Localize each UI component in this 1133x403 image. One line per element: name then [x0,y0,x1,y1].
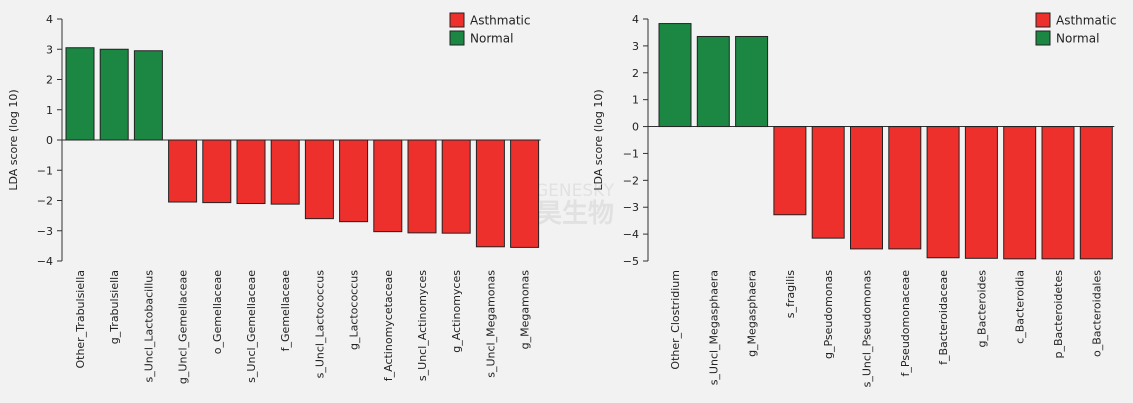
y-tick-label: −2 [623,174,639,187]
y-tick-label: −1 [37,164,53,177]
bar-f_Pseudomonaceae [888,126,922,250]
bar-g_Uncl_Gemellaceae [168,139,198,203]
bar-s_Uncl_Lactobacillus [133,50,163,141]
bar-s_fragilis [773,126,807,216]
bar-Other_Clostridium [658,23,692,128]
y-tick-label: −4 [623,228,639,241]
bar-s_Uncl_Gemellaceae [236,139,266,205]
bar-Other_Trabulsiella [65,47,95,141]
category-label: s_Uncl_Actinomyces [416,270,429,381]
bar-o_Gemellaceae [202,139,232,204]
category-label: g_Bacteroides [975,270,988,348]
y-tick-label: 2 [632,67,639,80]
legend-swatch-asthmatic [449,12,465,28]
bar-s_Uncl_Megasphaera [696,35,730,128]
category-label: s_Uncl_Pseudomonas [861,270,874,388]
category-label: f_Pseudomonaceae [899,270,912,377]
category-label: f_Gemellaceae [279,270,292,352]
y-tick-label: 1 [632,94,639,107]
bar-f_Bacteroidaceae [926,126,960,259]
legend-swatch-normal [1035,30,1051,46]
category-label: g_Lactococcus [348,270,361,350]
bar-s_Uncl_Megamonas [475,139,505,248]
category-label: g_Trabulsiella [108,270,121,344]
legend-label-asthmatic: Asthmatic [470,14,530,28]
bar-o_Bacteroidales [1079,126,1113,260]
y-tick-label: 2 [46,74,53,87]
y-tick-label: −2 [37,195,53,208]
y-axis-title: LDA score (log 10) [592,89,605,190]
y-tick-label: −1 [623,147,639,160]
y-tick-label: −3 [623,201,639,214]
category-label: s_Uncl_Lactobacillus [142,270,155,383]
category-label: Other_Trabulsiella [74,270,87,369]
category-label: g_Pseudomonas [822,270,835,359]
category-label: g_Uncl_Gemellaceae [177,270,190,384]
legend: Asthmatic Normal [449,12,530,46]
bar-g_Pseudomonas [811,126,845,239]
y-tick-label: −4 [37,255,53,268]
right-lda-chart: 4 3 2 1 0 −1 −2 −3 −4 −5 Other_Clostridium s_Uncl_M… [592,12,1116,388]
category-label: f_Actinomycetaceae [382,270,395,381]
y-tick-label: −3 [37,225,53,238]
y-tick-label: 0 [632,121,639,134]
y-tick-label: 4 [632,13,639,26]
category-label: s_Uncl_Lactococcus [313,270,326,379]
category-label: c_Bacteroidia [1014,270,1027,344]
legend-swatch-normal [449,30,465,46]
bar-g_Lactococcus [339,139,369,223]
y-tick-label: 3 [46,43,53,56]
category-label: o_Gemellaceae [211,270,224,354]
legend-label-normal: Normal [1056,32,1099,46]
category-label: g_Megamonas [519,270,532,350]
legend-label-asthmatic: Asthmatic [1056,14,1116,28]
category-label: p_Bacteroidetes [1052,270,1065,359]
category-label: s_fragilis [784,270,797,319]
legend-label-normal: Normal [470,32,513,46]
legend: Asthmatic Normal [1035,12,1116,46]
left-lda-chart: 4 3 2 1 0 −1 −2 −3 −4 Other_Trabulsiella g_Trabuls… [7,12,541,384]
bar-f_Gemellaceae [270,139,300,205]
category-label: g_Megasphaera [746,270,759,357]
bar-f_Actinomycetaceae [373,139,403,233]
category-label: o_Bacteroidales [1090,270,1103,357]
y-tick-label: 3 [632,40,639,53]
category-label: s_Uncl_Megamonas [484,270,497,378]
bar-g_Bacteroides [964,126,998,259]
bar-g_Megasphaera [735,35,769,128]
category-label: f_Bacteroidaceae [937,270,950,365]
category-label: Other_Clostridium [669,270,682,370]
category-label: s_Uncl_Gemellaceae [245,270,258,383]
category-label: s_Uncl_Megasphaera [707,270,720,385]
bar-g_Actinomyces [441,139,471,234]
bar-g_Megamonas [510,139,540,248]
y-axis-title: LDA score (log 10) [7,89,20,190]
legend-swatch-asthmatic [1035,12,1051,28]
bar-c_Bacteroidia [1003,126,1037,260]
bar-s_Uncl_Lactococcus [304,139,334,220]
bar-p_Bacteroidetes [1041,126,1075,260]
bar-s_Uncl_Actinomyces [407,139,437,234]
bar-g_Trabulsiella [99,48,129,141]
y-tick-label: 0 [46,134,53,147]
bar-s_Uncl_Pseudomonas [850,126,883,250]
category-label: g_Actinomyces [450,270,463,353]
watermark-latin: GENESKY [535,181,615,201]
y-tick-label: 4 [46,13,53,26]
y-tick-label: −5 [623,255,639,268]
y-tick-label: 1 [46,104,53,117]
